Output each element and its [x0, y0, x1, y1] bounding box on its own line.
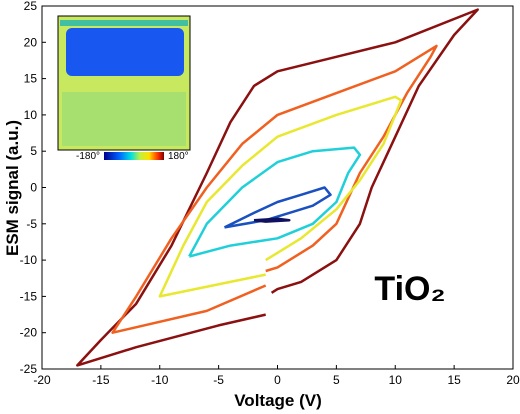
x-tick-label: -10: [151, 373, 169, 387]
inset-region: [62, 92, 186, 146]
y-axis-label: ESM signal (a.u.): [3, 120, 22, 256]
x-tick-label: -15: [92, 373, 110, 387]
colorbar-label: -180°: [76, 151, 100, 162]
hysteresis-loop: [158, 95, 403, 298]
x-tick-label: -20: [33, 373, 51, 387]
hysteresis-loop: [223, 186, 332, 229]
y-tick-label: -10: [20, 253, 38, 267]
x-axis-label: Voltage (V): [234, 391, 322, 410]
y-tick-label: -20: [20, 326, 38, 340]
annotation: TiO₂: [374, 270, 445, 308]
y-tick-label: 0: [30, 181, 37, 195]
inset-blue-region: [66, 28, 184, 76]
x-tick-label: 20: [506, 373, 520, 387]
x-tick-label: 0: [274, 373, 281, 387]
hysteresis-loop: [188, 146, 362, 258]
y-tick-label: 20: [24, 35, 38, 49]
y-tick-label: -5: [26, 217, 37, 231]
y-tick-label: 5: [30, 144, 37, 158]
x-tick-label: -5: [213, 373, 224, 387]
inset-edge: [60, 20, 188, 26]
hysteresis-loop: [76, 8, 479, 367]
hysteresis-loop: [253, 217, 291, 223]
y-tick-label: 15: [24, 72, 38, 86]
inset-colorbar: [104, 152, 164, 160]
hysteresis-loop: [111, 44, 438, 334]
y-tick-label: 25: [24, 0, 38, 13]
x-tick-label: 15: [447, 373, 461, 387]
y-tick-label: -25: [20, 362, 38, 376]
y-tick-label: 10: [24, 108, 38, 122]
x-tick-label: 5: [333, 373, 340, 387]
y-tick-label: -15: [20, 289, 38, 303]
inset: -180° 180°: [57, 15, 191, 162]
x-tick-label: 10: [389, 373, 403, 387]
colorbar-label: 180°: [168, 151, 189, 162]
